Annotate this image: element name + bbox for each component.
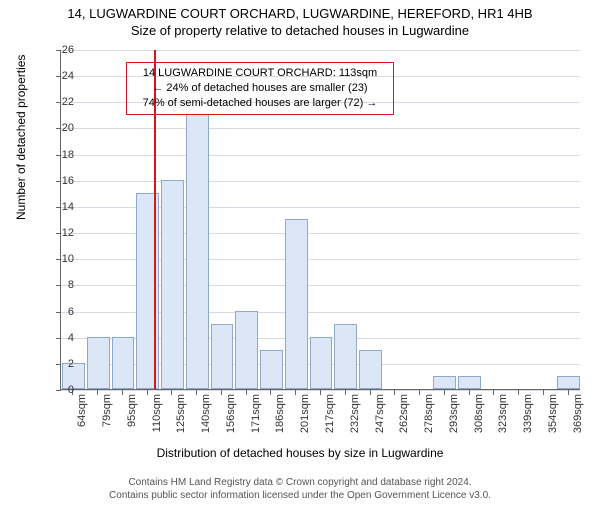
xtick-mark (270, 390, 271, 395)
xtick-label: 262sqm (398, 394, 410, 433)
xtick-mark (370, 390, 371, 395)
xtick-mark (543, 390, 544, 395)
footer-line-2: Contains public sector information licen… (0, 490, 600, 503)
xtick-label: 217sqm (324, 394, 336, 433)
gridline (61, 50, 580, 51)
chart-title-address: 14, LUGWARDINE COURT ORCHARD, LUGWARDINE… (0, 6, 600, 21)
xtick-label: 354sqm (547, 394, 559, 433)
histogram-bar (285, 219, 308, 389)
histogram-bar (359, 350, 382, 389)
histogram-bar (161, 180, 184, 389)
histogram-bar (186, 114, 209, 389)
xtick-mark (568, 390, 569, 395)
ytick-label: 18 (50, 149, 74, 161)
xtick-mark (320, 390, 321, 395)
histogram-bar (112, 337, 135, 389)
gridline (61, 155, 580, 156)
annotation-line: 74% of semi-detached houses are larger (… (133, 96, 387, 111)
ytick-label: 10 (50, 253, 74, 265)
histogram-bar (334, 324, 357, 389)
xtick-mark (295, 390, 296, 395)
xtick-label: 293sqm (448, 394, 460, 433)
xtick-label: 95sqm (126, 394, 138, 427)
xtick-label: 308sqm (473, 394, 485, 433)
xtick-mark (493, 390, 494, 395)
ytick-label: 26 (50, 44, 74, 56)
ytick-label: 14 (50, 201, 74, 213)
xtick-label: 186sqm (274, 394, 286, 433)
xtick-label: 125sqm (175, 394, 187, 433)
ytick-label: 12 (50, 227, 74, 239)
ytick-label: 8 (50, 279, 74, 291)
histogram-bar (260, 350, 283, 389)
xtick-mark (196, 390, 197, 395)
histogram-bar (87, 337, 110, 389)
footer-line-1: Contains HM Land Registry data © Crown c… (0, 477, 600, 490)
histogram-bar (211, 324, 234, 389)
xtick-label: 201sqm (299, 394, 311, 433)
xtick-label: 140sqm (200, 394, 212, 433)
ytick-label: 6 (50, 306, 74, 318)
gridline (61, 128, 580, 129)
xtick-mark (221, 390, 222, 395)
ytick-label: 24 (50, 70, 74, 82)
xtick-mark (444, 390, 445, 395)
xtick-label: 64sqm (76, 394, 88, 427)
xtick-mark (171, 390, 172, 395)
xtick-label: 79sqm (101, 394, 113, 427)
xtick-mark (469, 390, 470, 395)
histogram-bar (310, 337, 333, 389)
ytick-label: 16 (50, 175, 74, 187)
histogram-bar (458, 376, 481, 389)
histogram-bar (557, 376, 580, 389)
xtick-label: 171sqm (250, 394, 262, 433)
xtick-label: 232sqm (349, 394, 361, 433)
xtick-label: 339sqm (522, 394, 534, 433)
y-axis-label: Number of detached properties (14, 55, 28, 220)
annotation-box: 14 LUGWARDINE COURT ORCHARD: 113sqm← 24%… (126, 62, 394, 115)
xtick-label: 369sqm (572, 394, 584, 433)
ytick-label: 22 (50, 96, 74, 108)
xtick-mark (122, 390, 123, 395)
xtick-label: 323sqm (497, 394, 509, 433)
xtick-mark (147, 390, 148, 395)
annotation-line: 14 LUGWARDINE COURT ORCHARD: 113sqm (133, 66, 387, 81)
histogram-bar (433, 376, 456, 389)
xtick-label: 110sqm (151, 394, 163, 432)
xtick-mark (97, 390, 98, 395)
x-axis-label: Distribution of detached houses by size … (0, 446, 600, 460)
ytick-label: 4 (50, 332, 74, 344)
xtick-label: 156sqm (225, 394, 237, 433)
xtick-mark (394, 390, 395, 395)
xtick-label: 247sqm (374, 394, 386, 433)
xtick-mark (419, 390, 420, 395)
chart-title-subtitle: Size of property relative to detached ho… (0, 23, 600, 38)
xtick-mark (246, 390, 247, 395)
ytick-label: 20 (50, 122, 74, 134)
ytick-label: 2 (50, 358, 74, 370)
ytick-label: 0 (50, 384, 74, 396)
xtick-label: 278sqm (423, 394, 435, 433)
plot-area: 14 LUGWARDINE COURT ORCHARD: 113sqm← 24%… (60, 50, 580, 390)
histogram-bar (235, 311, 258, 389)
xtick-mark (345, 390, 346, 395)
annotation-line: ← 24% of detached houses are smaller (23… (133, 81, 387, 96)
chart-area: 14 LUGWARDINE COURT ORCHARD: 113sqm← 24%… (60, 50, 580, 430)
gridline (61, 181, 580, 182)
xtick-mark (518, 390, 519, 395)
footer-attribution: Contains HM Land Registry data © Crown c… (0, 477, 600, 502)
